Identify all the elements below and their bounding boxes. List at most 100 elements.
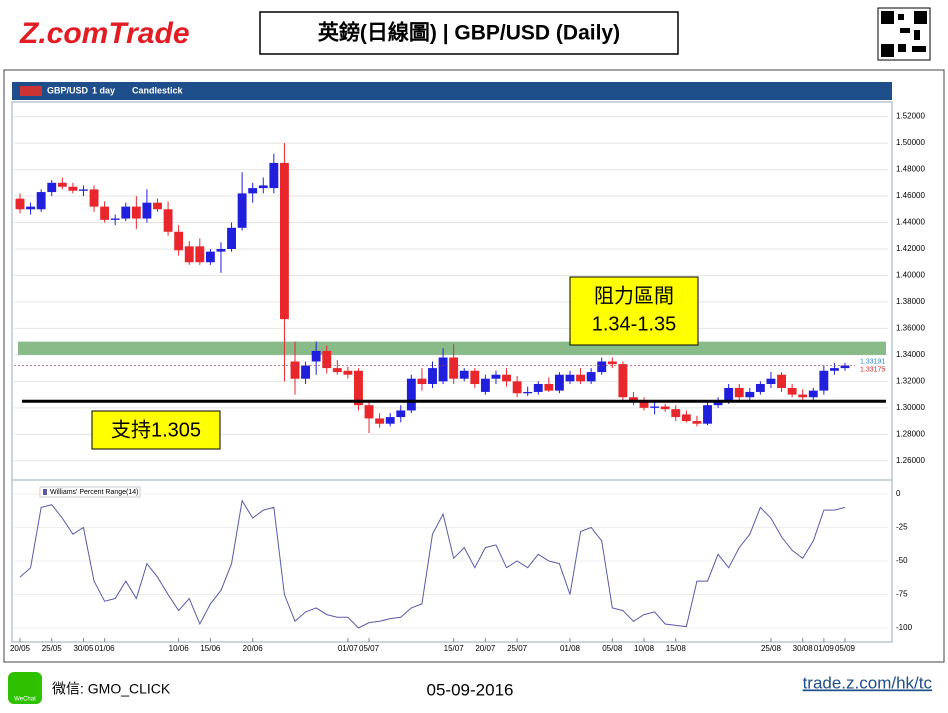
y-tick-label: 1.34000 <box>896 350 925 359</box>
url[interactable]: trade.z.com/hk/tc <box>803 673 933 692</box>
candle-body <box>142 202 152 219</box>
candle-body <box>89 189 99 207</box>
candle-body <box>332 368 342 373</box>
x-tick-label: 10/06 <box>169 644 190 653</box>
logo: Z.comTrade <box>19 17 190 50</box>
title-box <box>259 11 679 55</box>
last-price-tag: 1.33191 <box>860 358 885 365</box>
x-tick-label: 25/05 <box>42 644 63 653</box>
y-tick-label: 1.36000 <box>896 324 925 333</box>
candle-body <box>829 368 839 371</box>
candle-body <box>438 357 448 382</box>
candle-body <box>375 418 385 424</box>
y-tick-label: -75 <box>896 590 908 599</box>
y-tick-label: 0 <box>896 489 901 498</box>
candle-body <box>724 387 734 402</box>
candle-body <box>216 248 226 252</box>
candle-body <box>840 365 850 369</box>
x-tick-label: 01/09 <box>814 644 835 653</box>
candle-body <box>311 350 321 362</box>
candle-body <box>258 185 268 189</box>
x-tick-label: 20/05 <box>10 644 31 653</box>
wechat-icon <box>8 672 42 704</box>
candle-body <box>681 414 691 422</box>
y-tick-label: 1.32000 <box>896 376 925 385</box>
x-tick-label: 25/08 <box>761 644 782 653</box>
candle-body <box>110 218 120 220</box>
y-tick-label: 1.28000 <box>896 429 925 438</box>
candle-body <box>205 251 215 263</box>
x-tick-label: 05/09 <box>835 644 856 653</box>
flag-icon <box>20 86 42 96</box>
candle-body <box>808 390 818 398</box>
candle-body <box>364 405 374 419</box>
y-tick-label: 1.50000 <box>896 138 925 147</box>
candle-body <box>417 378 427 384</box>
support-label-box <box>91 410 221 450</box>
candle-body <box>47 182 57 193</box>
candle-body <box>533 383 543 392</box>
x-tick-label: 30/05 <box>73 644 94 653</box>
x-tick-label: 01/07 <box>338 644 359 653</box>
x-tick-label: 15/08 <box>666 644 687 653</box>
candle-body <box>237 193 247 228</box>
candle-body <box>354 370 363 406</box>
toolbar-symbol[interactable]: GBP/USD <box>47 85 89 95</box>
candle-body <box>184 246 194 263</box>
candle-body <box>554 374 564 391</box>
candle-body <box>449 357 459 379</box>
toolbar <box>12 82 892 100</box>
candle-body <box>777 374 786 388</box>
candle-body <box>544 383 554 391</box>
wechat-icon-label: WeChat <box>14 697 36 703</box>
candle-body <box>650 406 660 408</box>
x-tick-label: 01/06 <box>95 644 116 653</box>
candle-body <box>703 405 712 424</box>
y-tick-label: 1.26000 <box>896 456 925 465</box>
candle-body <box>660 406 670 410</box>
candle-body <box>385 417 395 424</box>
candle-body <box>819 370 829 391</box>
y-tick-label: -25 <box>896 523 908 532</box>
resistance-label-box <box>569 276 699 346</box>
candle-body <box>565 374 575 382</box>
toolbar-interval[interactable]: 1 day <box>92 85 115 95</box>
last-price-tag: 1.33175 <box>860 367 885 374</box>
plot-frame <box>11 101 893 643</box>
candle-body <box>269 162 279 189</box>
x-tick-label: 20/06 <box>243 644 264 653</box>
candle-body <box>576 374 586 382</box>
legend-label: Williams' Percent Range(14) <box>50 489 138 496</box>
toolbar-type[interactable]: Candlestick <box>132 85 184 95</box>
candle-body <box>766 378 776 384</box>
title: 英鎊(日線圖) | GBP/USD (Daily) <box>318 21 620 45</box>
resistance-label: 阻力區間 <box>594 284 674 307</box>
candle-body <box>57 182 67 187</box>
wechat-id: 微信: GMO_CLICK <box>52 681 171 697</box>
x-tick-label: 05/08 <box>602 644 623 653</box>
y-tick-label: 1.40000 <box>896 271 925 280</box>
resistance-band <box>18 341 886 355</box>
candle-body <box>227 227 236 249</box>
candle-body <box>671 409 681 418</box>
candle-body <box>607 361 617 365</box>
legend-box <box>39 486 141 498</box>
candle-body <box>629 397 638 402</box>
candle-body <box>79 189 88 191</box>
candle-body <box>248 188 258 194</box>
candle-body <box>36 192 46 210</box>
date: 05-09-2016 <box>427 680 514 699</box>
candle-body <box>639 401 649 408</box>
support-label: 支持1.305 <box>111 418 201 441</box>
candle-body <box>734 387 744 398</box>
candle-body <box>343 370 353 375</box>
candle-body <box>480 378 490 392</box>
candle-body <box>470 370 480 384</box>
candle-body <box>692 421 702 424</box>
candle-body <box>512 381 522 394</box>
candle-body <box>322 350 332 369</box>
x-tick-label: 15/06 <box>200 644 221 653</box>
candle-body <box>787 387 797 395</box>
candle-body <box>713 401 723 406</box>
